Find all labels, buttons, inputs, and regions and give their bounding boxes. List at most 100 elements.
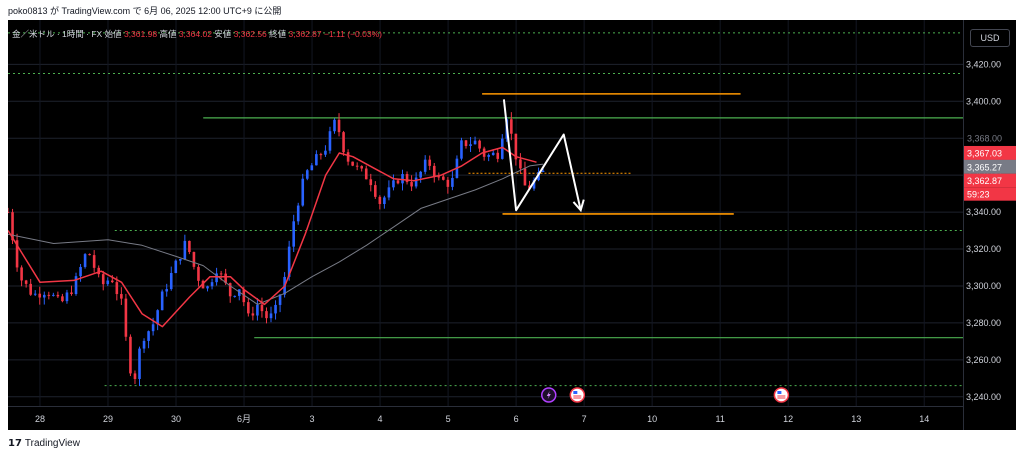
candle-body	[423, 159, 427, 172]
close-value: 3,362.87	[288, 29, 322, 39]
high-value: 3,364.02	[178, 29, 212, 39]
candle-body	[92, 255, 96, 268]
candle-body	[437, 176, 441, 178]
candle-body	[500, 138, 504, 159]
candle-body	[133, 373, 137, 379]
chart-area[interactable]: 3,240.00 3,260.00 3,280.00 3,300.00 3,320.00…	[8, 20, 1016, 430]
ma-slow-line	[8, 163, 544, 305]
candle-body	[446, 179, 450, 187]
x-tick-label: 30	[171, 414, 181, 424]
candle-body	[369, 179, 373, 186]
candle-body	[83, 254, 87, 267]
candle-body	[491, 152, 495, 156]
candle-body	[188, 240, 191, 253]
candle-body	[478, 140, 481, 149]
y-tick-label: 3,340.00	[966, 207, 1001, 217]
flag-canton-icon	[777, 391, 782, 394]
price-tag-red-bg	[964, 145, 1016, 160]
candle-body	[392, 180, 395, 188]
candle-body	[247, 302, 250, 314]
x-tick-label: 28	[35, 414, 45, 424]
candle-body	[469, 144, 472, 146]
candle-body	[174, 260, 178, 274]
candle-body	[296, 205, 300, 222]
tradingview-logo[interactable]: 17 TradingView	[8, 438, 80, 449]
candle-body	[464, 140, 468, 146]
candle-body	[333, 119, 336, 132]
candle-body	[319, 154, 323, 156]
price-chart[interactable]: 3,240.00 3,260.00 3,280.00 3,300.00 3,320.00…	[8, 20, 1016, 430]
candle-body	[38, 293, 42, 298]
x-tick-label: 7	[582, 414, 587, 424]
candle-body	[287, 246, 291, 277]
candle-body	[496, 152, 500, 159]
arrow-head-icon	[572, 199, 585, 213]
candle-body	[292, 221, 295, 247]
lightning-bolt-icon	[546, 391, 551, 399]
candle-body	[278, 294, 282, 305]
candle-body	[532, 180, 536, 189]
candle-body	[419, 171, 422, 178]
candle-body	[305, 170, 309, 179]
x-tick-label: 11	[715, 414, 724, 424]
candle-body	[151, 324, 155, 332]
candle-body	[110, 280, 114, 283]
candle-body	[192, 252, 196, 267]
currency-button[interactable]: USD	[970, 29, 1010, 47]
us-flag-icon	[569, 387, 586, 403]
candle-body	[414, 177, 418, 187]
candle-body	[328, 131, 332, 151]
y-tick-label: 3,320.00	[966, 244, 1001, 254]
candle-body	[124, 298, 128, 337]
candle-body	[256, 304, 259, 316]
y-tick-label: 3,420.00	[966, 59, 1001, 69]
price-tag-gray: 3,365.27	[967, 162, 1002, 172]
y-tick-label: 3,400.00	[966, 96, 1001, 106]
y-tick-label: 3,300.00	[966, 281, 1001, 291]
candle-body	[224, 273, 227, 284]
candle-body	[374, 185, 377, 197]
candle-body	[360, 166, 364, 169]
publish-caption: poko0813 が TradingView.com で 6月 06, 2025…	[8, 6, 282, 16]
candle-body	[120, 294, 123, 299]
candle-body	[387, 187, 391, 198]
candle-body	[473, 140, 477, 145]
candle-body	[160, 291, 164, 311]
price-tag-red: 3,367.03	[967, 148, 1002, 158]
candle-body	[364, 168, 368, 180]
candle-body	[156, 310, 159, 325]
candle-body	[56, 294, 60, 297]
candle-body	[310, 165, 314, 171]
projection-arrow	[502, 99, 582, 212]
us-flag-icon	[773, 387, 790, 403]
ohlc-legend: 金／米ドル · 1時間 · FX 始値 3,361.98 高値 3,364.02…	[12, 28, 382, 40]
candle-body	[11, 212, 14, 241]
price-tag-partial: 3,368.00	[967, 134, 1002, 144]
x-tick-label: 29	[103, 414, 113, 424]
x-tick-label: 6	[514, 414, 519, 424]
candle-body	[342, 132, 345, 153]
candle-body	[74, 276, 78, 294]
candle-body	[47, 294, 51, 296]
candle-body	[138, 348, 141, 379]
candle-body	[42, 294, 46, 298]
y-tick-label: 3,280.00	[966, 318, 1001, 328]
candle-body	[197, 266, 200, 281]
candle-body	[101, 274, 105, 285]
price-tag-last-bg	[964, 173, 1016, 188]
candle-body	[33, 293, 37, 295]
candle-body	[410, 182, 413, 187]
price-tag-gray-bg	[964, 159, 1016, 174]
candle-body	[315, 154, 318, 166]
candle-body	[215, 273, 218, 283]
tradingview-mark-icon: 17	[8, 438, 22, 449]
candle-body	[251, 313, 255, 316]
candle-body	[210, 282, 214, 287]
countdown-label: 59:23	[967, 190, 990, 200]
x-tick-label: 12	[783, 414, 793, 424]
symbol-label[interactable]: 金／米ドル · 1時間 · FX	[12, 29, 103, 39]
candle-body	[237, 289, 241, 296]
candle-body	[219, 273, 223, 275]
candle-body	[337, 119, 341, 133]
candle-body	[242, 289, 246, 303]
